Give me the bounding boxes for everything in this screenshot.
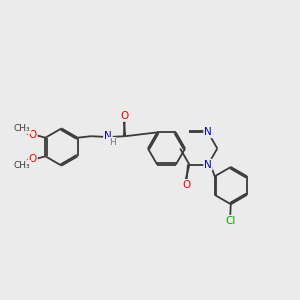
Text: N: N: [204, 160, 212, 170]
Text: H: H: [109, 138, 116, 147]
Text: O: O: [29, 130, 37, 140]
Text: CH₃: CH₃: [14, 124, 31, 133]
Text: CH₃: CH₃: [14, 161, 31, 170]
Text: O: O: [120, 111, 128, 121]
Text: O: O: [182, 180, 190, 190]
Text: N: N: [104, 130, 112, 141]
Text: Cl: Cl: [225, 216, 236, 226]
Text: N: N: [204, 128, 212, 137]
Text: O: O: [29, 154, 37, 164]
